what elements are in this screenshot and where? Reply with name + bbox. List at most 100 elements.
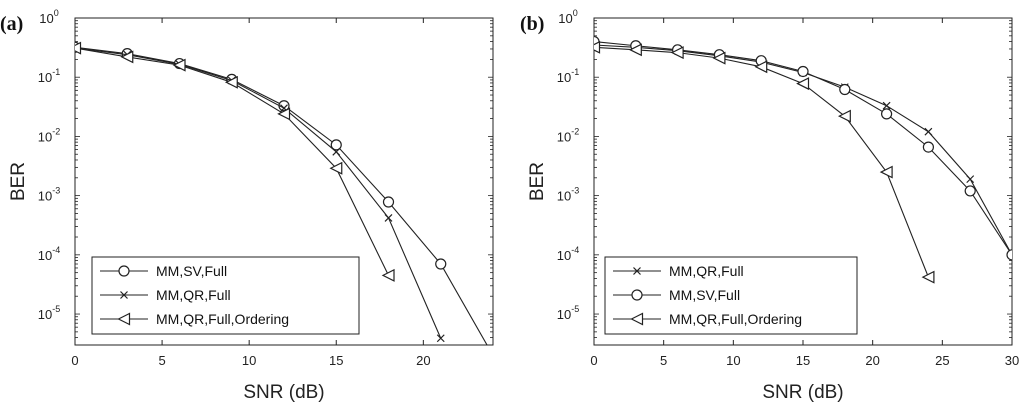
legend: MM,SV,Full MM,QR,Full MM,QR,Full,Ordering — [91, 256, 360, 335]
y-tick-label: 10-5 — [557, 304, 579, 322]
series-mm-qr-full-ordering-point — [224, 75, 238, 89]
series-mm-qr-full-point-stroke-2 — [332, 147, 341, 156]
legend-item: MM,QR,Full — [613, 263, 744, 279]
series-mm-qr-full-ordering-point — [712, 51, 726, 65]
legend-marker-stroke-2 — [633, 267, 641, 275]
series-mm-qr-full-ordering-point — [879, 165, 893, 179]
y-axis-title: BER — [527, 162, 548, 201]
y-axis-title: BER — [8, 162, 29, 201]
panel-label: (b) — [520, 13, 544, 35]
series-mm-qr-full-ordering-point — [172, 58, 186, 72]
y-tick-label: 10-1 — [557, 67, 579, 85]
series-mm-qr-full-point — [882, 101, 891, 110]
x-tick-label: 25 — [935, 353, 949, 368]
y-tick-label: 10-3 — [38, 186, 60, 204]
legend-label: MM,SV,Full — [156, 263, 227, 279]
legend-marker — [117, 312, 131, 326]
legend-item: MM,QR,Full,Ordering — [100, 311, 289, 327]
series-mm-sv-full-point — [1006, 249, 1012, 261]
legend-item: MM,SV,Full — [613, 287, 740, 303]
series-mm-sv-full-point — [880, 108, 893, 120]
series-mm-qr-full-ordering-point — [921, 270, 935, 284]
series-mm-qr-full-ordering-line — [594, 46, 929, 278]
x-tick-label: 5 — [660, 353, 667, 368]
series-mm-qr-full-ordering-point — [277, 107, 291, 121]
legend-item: MM,SV,Full — [100, 263, 227, 279]
series-mm-qr-full-ordering-point — [381, 268, 395, 282]
legend-item: MM,QR,Full,Ordering — [613, 311, 802, 327]
series-mm-sv-full-point — [964, 185, 976, 197]
legend-label: MM,QR,Full,Ordering — [669, 311, 802, 327]
series-mm-sv-full-point — [435, 258, 447, 270]
series-mm-qr-full-ordering-point — [837, 109, 851, 123]
series-mm-sv-full-point — [922, 141, 935, 153]
series-mm-qr-full-point-stroke-2 — [436, 334, 445, 343]
legend-label: MM,QR,Full,Ordering — [156, 311, 289, 327]
series-mm-qr-full-line — [75, 47, 442, 339]
plot-frame — [74, 17, 494, 346]
series-mm-qr-full-ordering-point — [75, 41, 82, 55]
x-tick-label: 15 — [796, 353, 810, 368]
series-mm-qr-full-point-stroke-2 — [966, 175, 975, 184]
x-tick-label: 15 — [329, 353, 343, 368]
legend-marker-stroke-2 — [120, 291, 128, 299]
series-mm-qr-full-point — [924, 127, 933, 136]
legend-marker — [631, 289, 643, 301]
y-tick-label: 10-3 — [557, 186, 579, 204]
series-mm-qr-full-point — [384, 214, 393, 222]
y-tick-label: 10-4 — [38, 245, 60, 263]
x-tick-label: 5 — [158, 353, 165, 368]
series-mm-sv-full-point — [330, 139, 342, 151]
series-mm-sv-full-point — [839, 83, 851, 96]
legend-marker — [630, 312, 644, 326]
series-mm-qr-full-point-stroke-2 — [924, 127, 933, 136]
x-tick-label: 0 — [590, 353, 597, 368]
x-tick-label: 20 — [865, 353, 879, 368]
series-mm-qr-full-point-stroke-2 — [384, 214, 393, 222]
panel-label: (a) — [0, 13, 23, 35]
series-mm-qr-full-ordering-point — [628, 43, 642, 57]
legend-marker — [118, 265, 130, 277]
legend: MM,QR,Full MM,SV,Full MM,QR,Full,Ordering — [604, 256, 858, 335]
panel-b: 0 5 10 15 20 25 30 100 10-1 10-2 10-3 10-4 10-5 (b) SN… — [520, 8, 1019, 403]
plot-area — [75, 41, 488, 345]
legend-label: MM,SV,Full — [669, 287, 740, 303]
series-mm-qr-full-point-stroke-2 — [280, 104, 288, 113]
y-tick-label: 10-5 — [38, 304, 60, 322]
series-mm-qr-full-ordering-point — [329, 161, 343, 175]
x-tick-label: 10 — [726, 353, 740, 368]
x-tick-label: 0 — [71, 353, 78, 368]
series-mm-sv-full-point — [797, 65, 809, 78]
x-axis-title: SNR (dB) — [243, 382, 324, 403]
y-tick-label: 10-1 — [38, 67, 60, 85]
panel-a: 0 5 10 15 20 100 10-1 10-2 10-3 10-4 10-5 (a) SNR (d… — [0, 8, 494, 403]
legend-item: MM,QR,Full — [100, 287, 231, 303]
x-tick-label: 10 — [242, 353, 256, 368]
y-tick-label: 10-4 — [557, 245, 579, 263]
legend-marker — [120, 291, 128, 299]
legend-label: MM,QR,Full — [156, 287, 231, 303]
series-mm-qr-full-ordering-point — [594, 40, 601, 54]
series-mm-qr-full-point — [332, 147, 341, 156]
y-tick-label: 10-2 — [557, 126, 579, 144]
series-mm-sv-full-point — [382, 196, 395, 208]
series-mm-qr-full-point — [436, 334, 445, 343]
series-mm-qr-full-ordering — [594, 40, 935, 284]
series-mm-qr-full-ordering-point — [754, 60, 768, 74]
x-axis-title: SNR (dB) — [762, 382, 843, 403]
series-mm-qr-full-point — [966, 175, 975, 184]
series-mm-qr-full-ordering-point — [120, 50, 134, 64]
y-tick-label: 100 — [558, 8, 577, 26]
series-mm-sv-full — [594, 35, 1012, 261]
series-mm-qr-full-ordering-point — [670, 46, 684, 60]
plot-area — [594, 35, 1012, 284]
x-tick-label: 30 — [1005, 353, 1019, 368]
y-tick-label: 100 — [39, 8, 58, 26]
legend-marker — [633, 267, 641, 275]
series-mm-qr-full-ordering — [75, 41, 395, 282]
series-mm-qr-full-point-stroke-2 — [882, 101, 891, 110]
y-tick-label: 10-2 — [38, 126, 60, 144]
series-mm-qr-full-ordering-point — [796, 77, 810, 91]
x-tick-label: 20 — [416, 353, 430, 368]
